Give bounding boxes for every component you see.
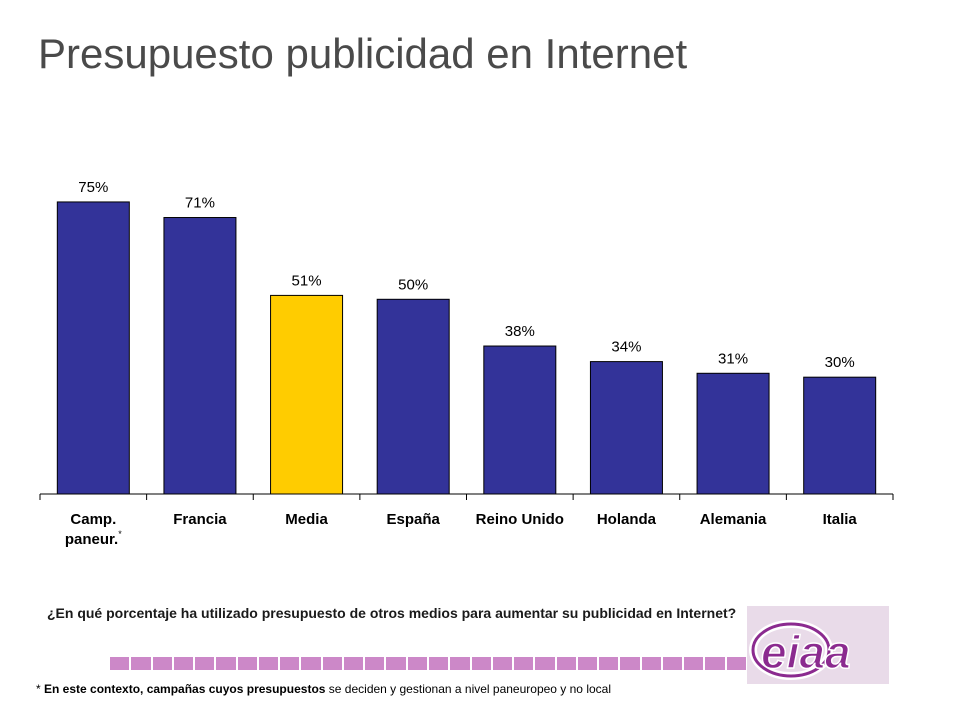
bar-1 <box>163 217 237 495</box>
strip-segment <box>365 657 385 670</box>
category-label-1: Francia <box>173 511 227 528</box>
strip-segment <box>599 657 619 670</box>
x-axis-ticks <box>39 494 894 500</box>
strip-segment <box>280 657 300 670</box>
page-title: Presupuesto publicidad en Internet <box>38 30 688 77</box>
strip-segment <box>514 657 534 670</box>
bar-5 <box>589 361 663 495</box>
category-label-0-line-1: paneur.* <box>65 529 122 548</box>
footnote-marker: * <box>36 682 41 696</box>
strip-segment <box>726 657 746 670</box>
strip-segment <box>428 657 449 670</box>
decorative-strip <box>110 657 746 670</box>
strip-segment <box>407 657 427 670</box>
strip-segment <box>641 657 661 670</box>
category-label-3: España <box>387 511 441 528</box>
bar-value-label-6: 31% <box>718 350 748 367</box>
bars-group: 75% 71% 51% 50% 38% 34% 31% 30% <box>56 179 877 495</box>
strip-segment <box>450 657 470 670</box>
bar-value-label-5: 34% <box>611 339 641 356</box>
strip-segment <box>492 657 513 670</box>
strip-segment <box>131 657 151 670</box>
strip-segment <box>386 657 406 670</box>
strip-segment <box>705 657 725 670</box>
strip-segment <box>216 657 236 670</box>
bar-6 <box>696 372 770 495</box>
bar-0 <box>56 201 130 495</box>
category-label-5: Holanda <box>597 511 657 528</box>
strip-segment <box>237 657 257 670</box>
strip-segment <box>322 657 342 670</box>
bar-7 <box>803 376 877 495</box>
category-labels: Camp.paneur.* Francia Media España Reino Uni… <box>65 511 858 548</box>
category-label-0-line-0: Camp. <box>70 511 116 528</box>
category-label-6: Alemania <box>700 511 767 528</box>
bar-2 <box>270 294 344 495</box>
strip-segment <box>110 657 130 670</box>
strip-segment <box>662 657 683 670</box>
footnote-regular-text: se deciden y gestionan a nivel paneurope… <box>328 682 611 696</box>
svg-text:eiaa: eiaa <box>761 626 851 678</box>
bar-value-label-4: 38% <box>505 323 535 340</box>
strip-segment <box>471 657 491 670</box>
strip-segment <box>684 657 704 670</box>
strip-segment <box>556 657 576 670</box>
category-label-2: Media <box>285 511 328 528</box>
survey-question: ¿En qué porcentaje ha utilizado presupue… <box>47 605 737 621</box>
eiaa-logo: eiaa <box>747 606 889 684</box>
bar-value-label-3: 50% <box>398 276 428 293</box>
bar-value-label-7: 30% <box>825 354 855 371</box>
strip-segment <box>173 657 194 670</box>
bar-3 <box>376 298 450 495</box>
strip-segment <box>258 657 279 670</box>
strip-segment <box>152 657 172 670</box>
category-note-marker: * <box>118 529 122 539</box>
strip-segment <box>195 657 215 670</box>
strip-segment <box>620 657 640 670</box>
footnote-bold-text: En este contexto, campañas cuyos presupu… <box>44 682 326 696</box>
strip-segment <box>343 657 364 670</box>
strip-segment <box>535 657 555 670</box>
bar-4 <box>483 345 557 495</box>
category-label-7: Italia <box>823 511 858 528</box>
category-label-4: Reino Unido <box>476 511 564 528</box>
strip-segment <box>577 657 598 670</box>
footnote: * En este contexto, campañas cuyos presu… <box>36 682 611 696</box>
strip-segment <box>301 657 321 670</box>
bar-chart: 75% 71% 51% 50% 38% 34% 31% 30% Camp.paneur.* Fr… <box>39 179 894 548</box>
bar-value-label-1: 71% <box>185 195 215 212</box>
bar-value-label-0: 75% <box>78 179 108 196</box>
bar-value-label-2: 51% <box>292 272 322 289</box>
